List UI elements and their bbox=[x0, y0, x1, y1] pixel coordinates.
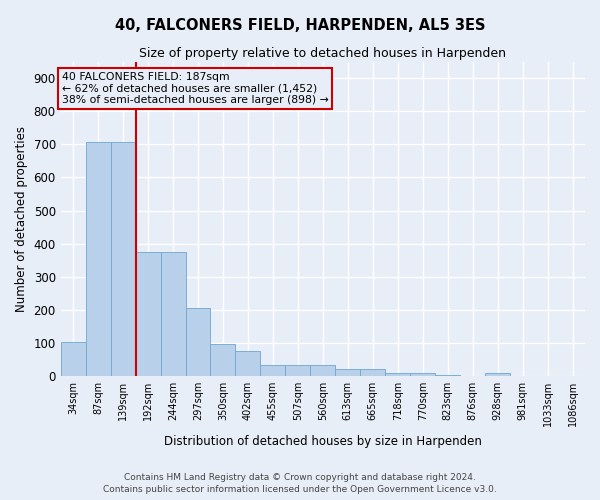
Bar bbox=[385, 374, 410, 376]
Bar bbox=[86, 142, 110, 376]
Bar bbox=[185, 308, 211, 376]
Bar bbox=[310, 365, 335, 376]
Bar bbox=[335, 369, 360, 376]
Bar bbox=[286, 365, 310, 376]
Bar bbox=[410, 372, 435, 376]
X-axis label: Distribution of detached houses by size in Harpenden: Distribution of detached houses by size … bbox=[164, 434, 482, 448]
Bar bbox=[260, 366, 286, 376]
Bar bbox=[360, 369, 385, 376]
Bar bbox=[485, 372, 510, 376]
Text: 40 FALCONERS FIELD: 187sqm
← 62% of detached houses are smaller (1,452)
38% of s: 40 FALCONERS FIELD: 187sqm ← 62% of deta… bbox=[62, 72, 329, 105]
Bar bbox=[161, 252, 185, 376]
Y-axis label: Number of detached properties: Number of detached properties bbox=[15, 126, 28, 312]
Bar bbox=[61, 342, 86, 376]
Text: Contains HM Land Registry data © Crown copyright and database right 2024.
Contai: Contains HM Land Registry data © Crown c… bbox=[103, 472, 497, 494]
Bar bbox=[211, 344, 235, 376]
Bar bbox=[235, 351, 260, 376]
Bar bbox=[136, 252, 161, 376]
Text: 40, FALCONERS FIELD, HARPENDEN, AL5 3ES: 40, FALCONERS FIELD, HARPENDEN, AL5 3ES bbox=[115, 18, 485, 32]
Bar bbox=[435, 375, 460, 376]
Title: Size of property relative to detached houses in Harpenden: Size of property relative to detached ho… bbox=[139, 48, 506, 60]
Bar bbox=[110, 142, 136, 376]
